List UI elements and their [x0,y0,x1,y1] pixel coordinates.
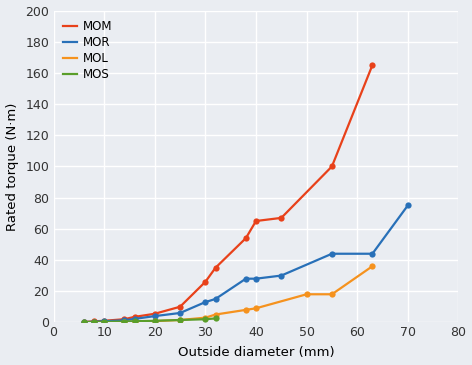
MOM [177,304,183,309]
MOR [81,320,87,324]
MOM [91,319,97,324]
MOL [152,319,158,323]
MOS [177,318,183,322]
MOM [278,216,284,220]
MOR [213,297,219,301]
MOL [243,308,249,312]
MOM [329,164,335,169]
Line: MOM: MOM [81,62,376,325]
MOR [152,314,158,318]
MOR [243,277,249,281]
MOR [202,300,208,304]
MOR [278,273,284,278]
Line: MOS: MOS [81,315,219,325]
MOR [91,319,97,324]
MOS [152,319,158,323]
MOL [304,292,310,296]
MOR [177,311,183,315]
Legend: MOM, MOR, MOL, MOS: MOM, MOR, MOL, MOS [59,16,116,84]
MOL [213,312,219,317]
Y-axis label: Rated torque (N·m): Rated torque (N·m) [6,102,18,231]
MOS [91,320,97,324]
MOL [202,315,208,320]
MOM [243,236,249,240]
MOR [101,319,107,323]
MOM [122,317,127,322]
MOS [101,320,107,324]
X-axis label: Outside diameter (mm): Outside diameter (mm) [177,346,334,360]
MOL [253,306,259,311]
MOS [202,317,208,322]
MOL [122,320,127,324]
MOM [101,319,107,323]
MOM [202,280,208,284]
MOL [370,264,375,268]
Line: MOL: MOL [121,263,376,325]
MOM [370,63,375,67]
MOR [122,318,127,323]
MOS [132,319,137,323]
MOM [213,266,219,270]
MOR [253,277,259,281]
MOS [213,316,219,320]
MOR [329,251,335,256]
MOM [253,219,259,223]
MOR [132,317,137,321]
MOL [329,292,335,296]
MOR [405,203,411,208]
MOM [81,320,87,324]
MOM [152,312,158,316]
MOS [122,319,127,324]
MOR [370,251,375,256]
Line: MOR: MOR [81,202,411,325]
MOS [81,320,87,324]
MOL [177,318,183,322]
MOM [132,315,137,319]
MOL [132,320,137,324]
